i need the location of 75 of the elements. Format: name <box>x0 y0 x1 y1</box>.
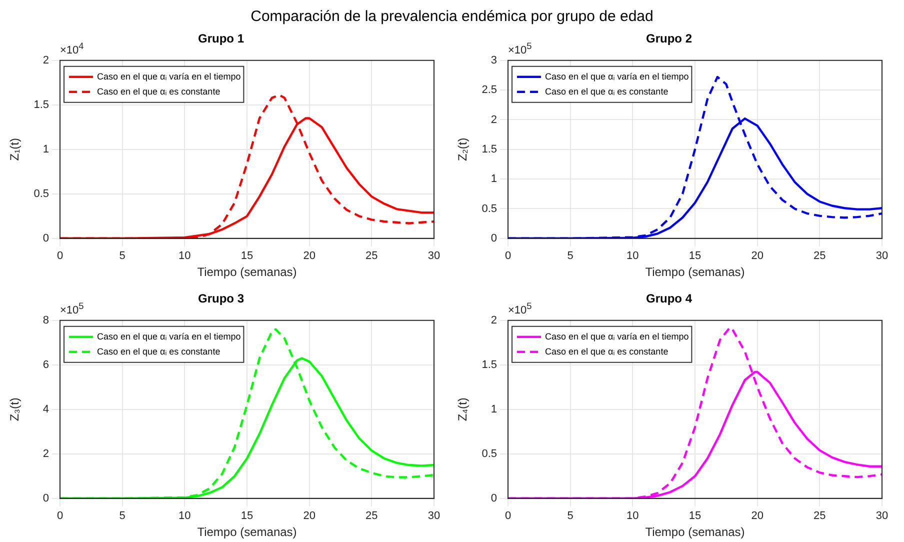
y-tick-label: 6 <box>42 358 49 371</box>
y-tick-label: 1.5 <box>482 143 497 156</box>
x-tick-label: 5 <box>567 250 574 262</box>
x-axis-title: Tiempo (semanas) <box>197 525 297 540</box>
legend-label: Caso en el que αᵢ varía en el tiempo <box>545 331 689 342</box>
y-tick-label: 0 <box>490 492 497 504</box>
y-tick-label: 1.5 <box>34 98 49 111</box>
y-tick-label: 1 <box>490 403 497 416</box>
y-tick-label: 4 <box>42 403 49 416</box>
x-tick-label: 10 <box>178 250 191 262</box>
x-tick-label: 10 <box>626 250 639 262</box>
x-tick-label: 30 <box>876 510 888 522</box>
x-tick-label: 10 <box>178 510 191 522</box>
x-tick-label: 0 <box>56 510 64 522</box>
y-tick-label: 0.5 <box>34 188 49 200</box>
legend-label: Caso en el que αᵢ es constante <box>97 86 220 96</box>
x-tick-label: 30 <box>428 250 440 262</box>
y-tick-label: 2 <box>42 54 49 66</box>
legend-label: Caso en el que αᵢ varía en el tiempo <box>545 71 689 82</box>
chart-title: Grupo 3 <box>198 292 244 306</box>
x-tick-label: 0 <box>56 250 64 262</box>
text: ×10$^{5}$ <box>60 301 84 318</box>
y-tick-label: 2 <box>42 448 49 460</box>
y-tick-label: 3 <box>490 54 497 66</box>
legend-label: Caso en el que αᵢ es constante <box>97 346 220 356</box>
y-tick-label: 8 <box>42 314 49 326</box>
chart-title: Grupo 4 <box>646 292 692 306</box>
text: ×10$^{4}$ <box>60 41 84 58</box>
y-tick-label: 1.5 <box>482 358 497 371</box>
x-tick-label: 15 <box>240 250 254 262</box>
y-axis-title: Z₄(t) <box>456 398 470 422</box>
x-tick-label: 20 <box>751 510 764 522</box>
text: ×10$^{5}$ <box>508 41 532 58</box>
legend-label: Caso en el que αᵢ es constante <box>545 346 668 356</box>
legend-label: Caso en el que αᵢ es constante <box>545 86 668 96</box>
x-axis-title: Tiempo (semanas) <box>645 265 745 280</box>
y-tick-label: 0.5 <box>482 448 497 460</box>
x-tick-label: 30 <box>428 510 440 522</box>
x-tick-label: 15 <box>688 250 702 262</box>
y-tick-label: 2.5 <box>482 84 497 96</box>
x-axis-title: Tiempo (semanas) <box>197 265 297 280</box>
x-tick-label: 20 <box>303 250 316 262</box>
x-tick-label: 25 <box>366 510 378 522</box>
y-axis-title: Z₃(t) <box>8 398 22 422</box>
y-tick-label: 1 <box>42 143 49 156</box>
y-tick-label: 2 <box>490 314 497 326</box>
x-tick-label: 20 <box>751 250 764 262</box>
x-tick-label: 5 <box>119 510 126 522</box>
x-tick-label: 0 <box>504 510 512 522</box>
y-tick-label: 2 <box>490 114 497 126</box>
y-tick-label: 0.5 <box>482 202 497 215</box>
y-axis-title: Z₁(t) <box>8 138 22 161</box>
x-tick-label: 25 <box>814 510 826 522</box>
text: Comparación de la prevalencia endémica por grupo de edad <box>250 8 654 27</box>
y-tick-label: 1 <box>490 173 497 186</box>
x-axis-title: Tiempo (semanas) <box>645 525 745 540</box>
x-tick-label: 5 <box>119 250 126 262</box>
y-tick-label: 0 <box>490 232 497 244</box>
x-tick-label: 20 <box>303 510 316 522</box>
x-tick-label: 5 <box>567 510 574 522</box>
y-tick-label: 0 <box>42 492 49 504</box>
x-tick-label: 30 <box>876 250 888 262</box>
y-tick-label: 0 <box>42 232 49 244</box>
chart-title: Grupo 2 <box>646 32 692 46</box>
chart-title: Grupo 1 <box>198 32 244 46</box>
x-tick-label: 15 <box>688 510 702 522</box>
x-tick-label: 25 <box>366 250 378 262</box>
x-tick-label: 15 <box>240 510 254 522</box>
x-tick-label: 0 <box>504 250 512 262</box>
legend-label: Caso en el que αᵢ varía en el tiempo <box>97 71 241 82</box>
text: ×10$^{5}$ <box>508 301 532 318</box>
legend-label: Caso en el que αᵢ varía en el tiempo <box>97 331 241 342</box>
y-axis-title: Z₂(t) <box>456 138 470 162</box>
x-tick-label: 25 <box>814 250 826 262</box>
x-tick-label: 10 <box>626 510 639 522</box>
